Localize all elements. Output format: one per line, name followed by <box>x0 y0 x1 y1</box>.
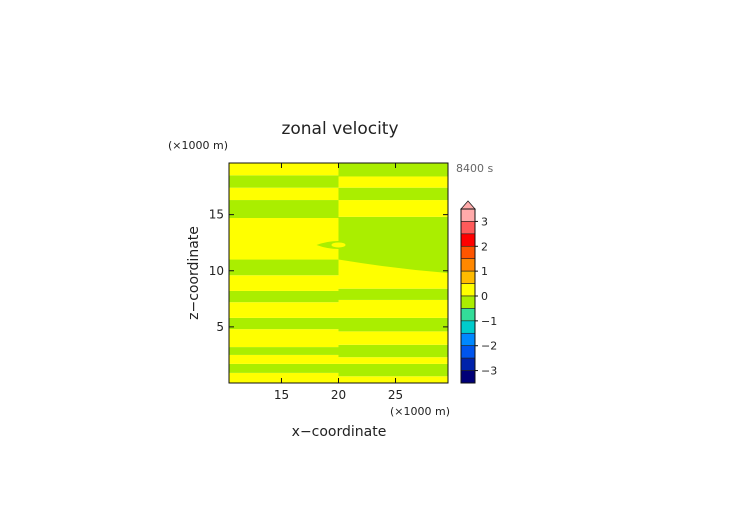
band-left-1 <box>229 363 339 373</box>
x-tick-label-20: 20 <box>331 388 346 402</box>
band-left-14 <box>229 163 339 176</box>
band-right-3 <box>338 344 448 358</box>
colorbar-swatch-5 <box>460 270 476 284</box>
y-axis-ticks: 5 10 15 <box>209 208 448 334</box>
x-axis-ticks: 15 20 25 <box>274 163 403 402</box>
colorbar-tick-label-5: −2 <box>481 340 497 353</box>
x-unit-label: (×1000 m) <box>390 405 450 418</box>
colorbar-extend-max <box>460 200 476 210</box>
colorbar-swatch-3 <box>460 245 476 260</box>
colorbar-swatch-12 <box>460 357 476 371</box>
colorbar-swatch-6 <box>460 283 476 297</box>
band-right-13 <box>338 163 448 177</box>
band-left-12 <box>229 187 339 201</box>
y-tick-label-15: 15 <box>209 208 224 222</box>
contour-lobe-right <box>338 259 448 273</box>
band-right-6 <box>338 299 448 318</box>
colorbar-swatch-7 <box>460 295 476 309</box>
y-axis-label: z−coordinate <box>186 226 202 320</box>
colorbar-swatch-8 <box>460 308 476 322</box>
band-left-9 <box>229 259 339 276</box>
colorbar-tick-label-4: −1 <box>481 315 497 328</box>
colorbar-tick-label-2: 1 <box>481 265 488 278</box>
band-right-8 <box>338 273 448 289</box>
y-tick-label-5: 5 <box>216 320 224 334</box>
colorbar-tick-label-3: 0 <box>481 290 488 303</box>
band-right-11 <box>338 187 448 201</box>
band-left-10 <box>229 218 339 260</box>
y-tick-label-10: 10 <box>209 264 224 278</box>
band-left-3 <box>229 347 339 355</box>
center-lens-core <box>331 242 346 248</box>
colorbar-swatch-10 <box>460 332 476 347</box>
contour-lobe-left <box>229 212 339 218</box>
band-left-6 <box>229 302 339 318</box>
x-axis-label: x−coordinate <box>292 424 387 440</box>
colorbar-swatch-11 <box>460 345 476 359</box>
band-left-4 <box>229 329 339 348</box>
band-right-7 <box>338 288 448 300</box>
colorbar-swatch-1 <box>460 221 476 235</box>
colorbar-swatch-2 <box>460 233 476 247</box>
band-right-0 <box>338 376 448 383</box>
time-label: 8400 s <box>456 162 493 175</box>
band-right-1 <box>338 363 448 377</box>
colorbar-swatch-13 <box>460 370 476 384</box>
x-tick-label-25: 25 <box>388 388 403 402</box>
colorbar-swatch-0 <box>460 208 476 222</box>
colorbar: 3 2 1 0 −1 −2 −3 <box>460 200 497 384</box>
colorbar-tick-label-0: 3 <box>481 215 488 228</box>
colorbar-tick-label-6: −3 <box>481 365 497 378</box>
band-right-5 <box>338 317 448 332</box>
band-right-2 <box>338 357 448 364</box>
band-right-4 <box>338 331 448 345</box>
x-tick-label-15: 15 <box>274 388 289 402</box>
band-left-0 <box>229 372 339 383</box>
band-left-5 <box>229 317 339 330</box>
colorbar-tick-label-1: 2 <box>481 240 488 253</box>
band-right-10 <box>338 200 448 217</box>
chart-title: zonal velocity <box>281 119 398 139</box>
y-unit-label: (×1000 m) <box>168 139 228 152</box>
band-left-8 <box>229 275 339 291</box>
band-left-2 <box>229 354 339 364</box>
band-left-13 <box>229 175 339 188</box>
plot-area <box>228 162 449 384</box>
colorbar-swatch-4 <box>460 258 476 272</box>
band-right-12 <box>338 176 448 188</box>
band-left-11 <box>229 200 339 218</box>
band-left-7 <box>229 290 339 303</box>
colorbar-swatch-9 <box>460 320 476 334</box>
